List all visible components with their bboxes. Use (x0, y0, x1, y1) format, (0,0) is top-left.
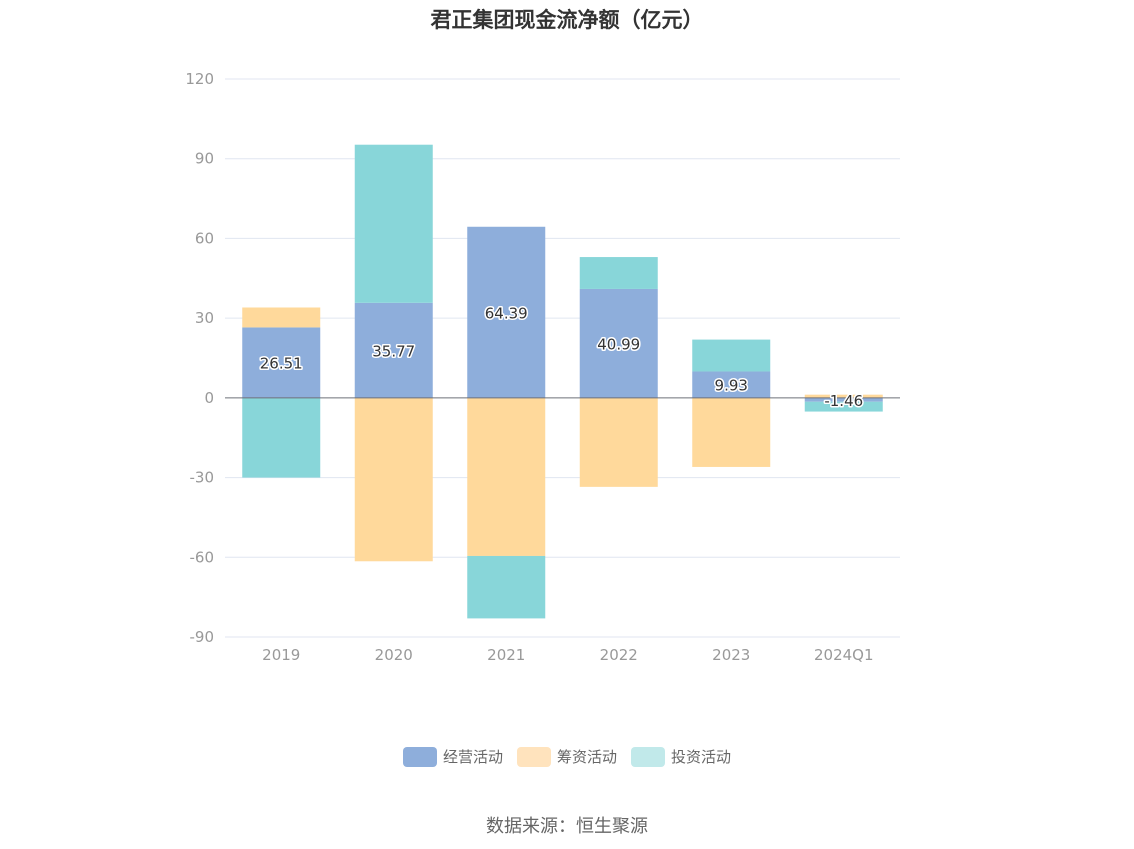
bar-financing-2021[interactable] (467, 397, 546, 556)
bar-operating-2021[interactable] (467, 226, 546, 398)
legend-swatch-investing (631, 746, 665, 767)
legend-item-investing[interactable]: 投资活动 (631, 746, 731, 767)
legend-item-operating[interactable]: 经营活动 (402, 746, 503, 767)
bar-operating-2024Q1[interactable] (804, 397, 883, 402)
chart-title: 君正集团现金流净额（亿元） (430, 8, 704, 32)
data-label-operating: 26.51 (260, 355, 303, 373)
bar-investing-2024Q1[interactable] (804, 401, 883, 412)
bar-investing-2020[interactable] (354, 144, 433, 303)
data-label-operating: 40.99 (597, 335, 640, 353)
bar-financing-2020[interactable] (354, 397, 433, 562)
bar-operating-2020[interactable] (354, 302, 433, 398)
data-label-operating: 64.39 (485, 304, 528, 322)
bar-financing-2024Q1[interactable] (804, 394, 883, 398)
x-tick-label: 2023 (712, 646, 750, 664)
bar-operating-2022[interactable] (579, 288, 658, 398)
chart-legend: 经营活动 筹资活动 投资活动 (0, 746, 1134, 767)
bar-financing-2023[interactable] (692, 397, 771, 467)
bar-investing-2023[interactable] (692, 339, 771, 372)
x-tick-label: 2022 (600, 646, 638, 664)
data-label-operating: -1.46 (824, 392, 863, 410)
bar-investing-2022[interactable] (579, 257, 658, 289)
legend-label-operating: 经营活动 (442, 748, 503, 766)
x-tick-label: 2021 (487, 646, 525, 664)
legend-swatch-operating (402, 746, 437, 767)
bar-operating-2023[interactable] (692, 371, 771, 398)
y-tick-label: 0 (204, 389, 214, 407)
bar-operating-2019[interactable] (242, 327, 321, 398)
legend-label-investing: 投资活动 (671, 748, 732, 766)
legend-item-financing[interactable]: 筹资活动 (516, 746, 617, 767)
x-tick-label: 2019 (262, 646, 300, 664)
y-tick-label: 90 (195, 150, 214, 168)
legend-swatch-financing (516, 746, 551, 767)
x-tick-label: 2024Q1 (814, 646, 874, 664)
x-tick-label: 2020 (375, 646, 413, 664)
data-label-operating: 35.77 (372, 342, 415, 360)
y-tick-label: 30 (195, 309, 214, 327)
y-tick-label: -60 (190, 548, 215, 566)
bar-investing-2019[interactable] (242, 397, 321, 478)
y-tick-label: -30 (190, 469, 215, 487)
bar-investing-2021[interactable] (467, 555, 546, 619)
data-label-operating: 9.93 (715, 377, 748, 395)
source-note: 数据来源：恒生聚源 (486, 816, 648, 837)
y-tick-label: -90 (190, 628, 215, 646)
y-tick-label: 60 (195, 229, 214, 247)
y-tick-label: 120 (185, 70, 214, 88)
bar-financing-2019[interactable] (242, 307, 321, 328)
legend-label-financing: 筹资活动 (556, 748, 617, 766)
bar-financing-2022[interactable] (579, 397, 658, 487)
